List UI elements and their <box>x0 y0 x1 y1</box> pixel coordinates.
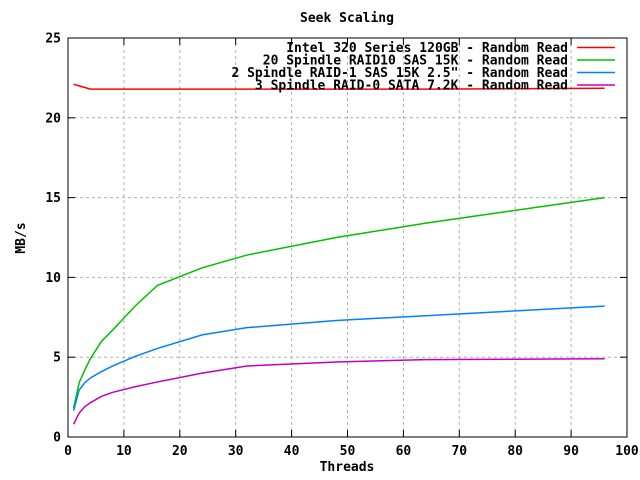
series-line-0 <box>73 83 605 90</box>
x-tick-label-40: 40 <box>284 444 300 459</box>
series-line-3 <box>72 358 605 425</box>
x-tick-label-30: 30 <box>228 444 244 459</box>
x-tick-label-70: 70 <box>451 444 467 459</box>
x-tick-label-50: 50 <box>340 444 356 459</box>
series-line-2 <box>72 305 605 411</box>
y-axis-label: MB/s <box>14 222 29 253</box>
x-tick-label-80: 80 <box>507 444 523 459</box>
legend-label-1: 20 Spindle RAID10 SAS 15K - Random Read <box>263 54 568 69</box>
y-tick-label-5: 5 <box>53 351 61 366</box>
axes-frame-layer <box>67 37 628 438</box>
grid-layer <box>68 38 627 437</box>
y-tick-label-15: 15 <box>45 191 61 206</box>
legend-label-0: Intel 320 Series 120GB - Random Read <box>286 41 568 56</box>
chart-title: Seek Scaling <box>300 11 394 26</box>
y-tick-label-20: 20 <box>45 111 61 126</box>
x-tick-label-0: 0 <box>64 444 72 459</box>
x-tick-label-90: 90 <box>563 444 579 459</box>
y-tick-label-10: 10 <box>45 271 61 286</box>
legend-label-3: 3 Spindle RAID-0 SATA 7.2K - Random Read <box>255 79 568 94</box>
x-tick-label-10: 10 <box>116 444 132 459</box>
legend-label-2: 2 Spindle RAID-1 SAS 15K 2.5" - Random R… <box>231 66 568 81</box>
tick-label-layer: 0 10 20 30 40 50 60 70 80 90 100 0 5 10 15 20 25 <box>45 32 639 460</box>
y-tick-label-25: 25 <box>45 32 61 47</box>
x-tick-label-20: 20 <box>172 444 188 459</box>
x-tick-label-60: 60 <box>396 444 412 459</box>
series-layer <box>72 83 605 425</box>
series-line-1 <box>72 196 605 409</box>
x-axis-label: Threads <box>320 460 375 475</box>
x-tick-label-100: 100 <box>615 444 639 459</box>
y-tick-label-0: 0 <box>53 431 61 446</box>
